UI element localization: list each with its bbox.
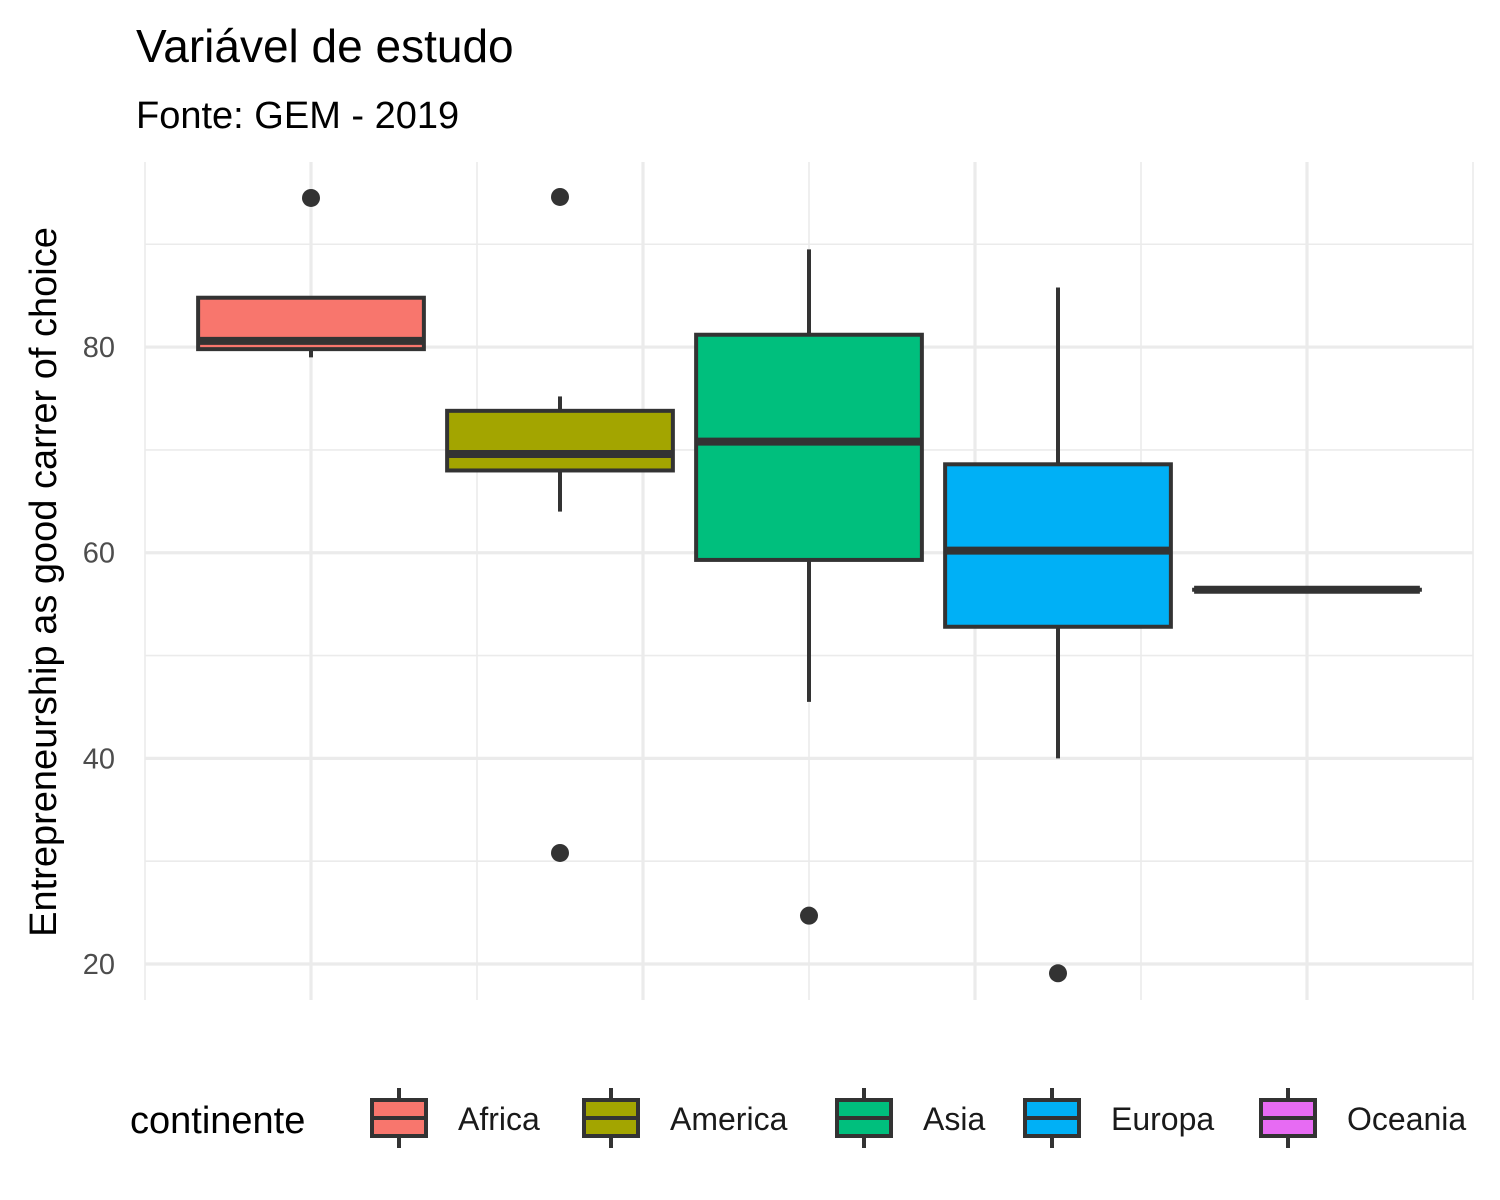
legend: continente Africa America Asia Europa Oceani… [130,1088,1466,1148]
box-rect [943,462,1173,629]
legend-label: Oceania [1347,1101,1466,1137]
y-axis-title: Entrepreneurship as good carrer of choic… [23,227,65,937]
box-america [445,187,675,862]
legend-label: Africa [458,1101,540,1137]
outlier-point [800,906,818,925]
y-tick-label: 80 [83,332,115,364]
legend-item-asia: Asia [835,1088,985,1148]
y-axis-tick-labels: 20 40 60 80 [83,332,115,981]
outlier-point [551,843,569,862]
outlier-point [302,188,320,207]
legend-item-europa: Europa [1023,1088,1214,1148]
box-africa [196,188,426,358]
box-rect [694,332,924,562]
legend-title: continente [130,1100,305,1142]
y-tick-label: 20 [83,949,115,981]
chart-title: Variável de estudo [136,20,514,72]
legend-label: America [670,1101,788,1137]
chart-subtitle: Fonte: GEM - 2019 [136,95,459,137]
legend-label: Asia [923,1101,985,1137]
legend-label: Europa [1111,1101,1214,1137]
boxes-layer [196,187,1422,983]
y-tick-label: 40 [83,743,115,775]
outlier-point [1049,964,1067,983]
box-asia [694,249,924,925]
legend-item-africa: Africa [370,1088,540,1148]
y-tick-label: 60 [83,538,115,570]
box-rect [445,408,675,473]
legend-item-oceania: Oceania [1259,1088,1466,1148]
outlier-point [551,187,569,206]
box-europa [943,287,1173,983]
legend-item-america: America [582,1088,788,1148]
